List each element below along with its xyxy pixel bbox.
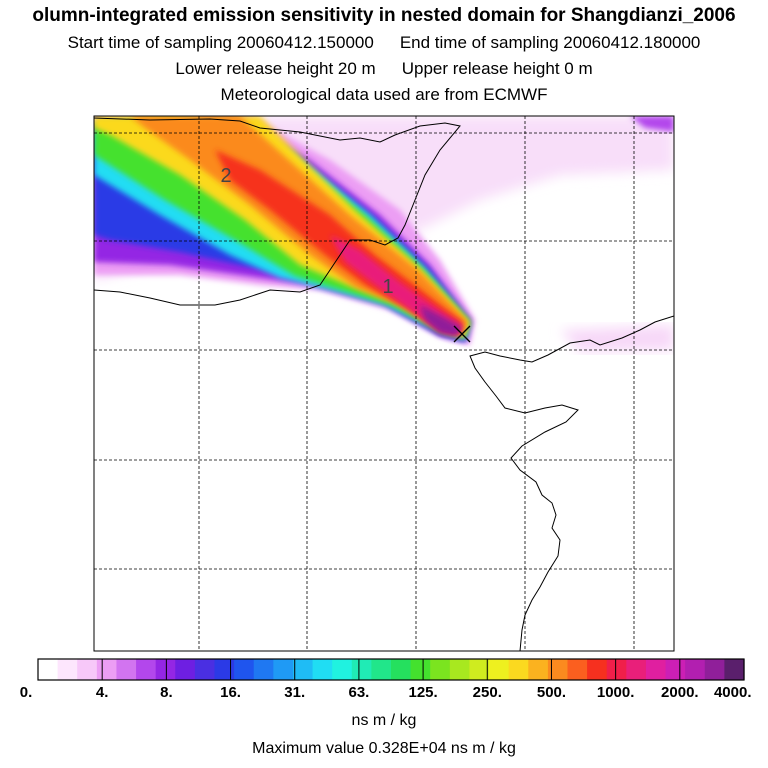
sampling-times: Start time of sampling 20060412.150000 En…: [0, 33, 768, 53]
color-bar-tick-label: 0.: [19, 684, 33, 701]
color-bar-tick-label: 4000.: [713, 684, 752, 701]
color-bar-tick-label: 1000.: [596, 684, 635, 701]
color-bar-tick-label: 4.: [95, 684, 109, 701]
plume-light-band-east: [560, 325, 674, 352]
graticule: [94, 116, 674, 651]
color-bar-tick-label: 63.: [348, 684, 370, 701]
page-title: olumn-integrated emission sensitivity in…: [32, 5, 736, 26]
upper-release-label: Upper release height 0 m: [401, 59, 593, 78]
cluster-label-2: 2: [220, 165, 231, 187]
lower-release-label: Lower release height 20 m: [175, 59, 376, 78]
met-data-label: Meteorological data used are from ECMWF: [220, 85, 548, 104]
end-time-label: End time of sampling 20060412.180000: [399, 33, 701, 52]
color-bar-tick-label: 2000.: [661, 684, 699, 701]
cluster-label-1: 1: [382, 276, 393, 298]
plume-core: [420, 305, 462, 336]
coastline-east: [469, 315, 674, 651]
color-bar-tick-label: 500.: [536, 684, 567, 701]
plume-corner-purple: [630, 116, 674, 132]
release-heights: Lower release height 20 m Upper release h…: [0, 59, 768, 79]
units-label: ns m / kg: [351, 712, 417, 729]
color-bar-tick-label: 16.: [220, 684, 241, 701]
map-frame: [93, 115, 675, 652]
color-bar-tick-label: 125.: [408, 684, 438, 701]
receptor-marker: [453, 325, 471, 343]
color-bar-tick-label: 250.: [472, 684, 502, 701]
start-time-label: Start time of sampling 20060412.150000: [67, 33, 374, 52]
color-bar-tick-label: 8.: [160, 684, 173, 701]
color-bar-tick-label: 31.: [284, 684, 306, 701]
max-value-label: Maximum value 0.328E+04 ns m / kg: [252, 740, 516, 757]
plume-field: [94, 116, 674, 651]
